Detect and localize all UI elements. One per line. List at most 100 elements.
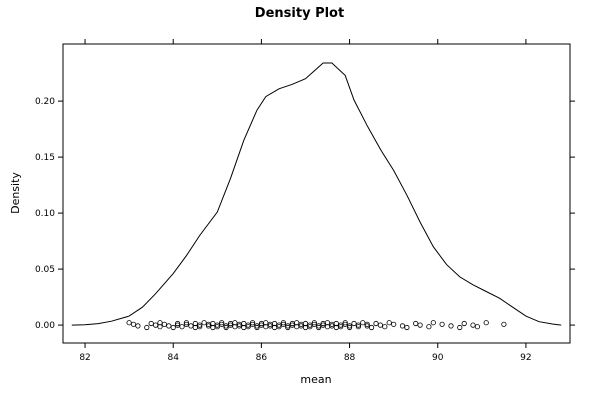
rug-point [298, 323, 304, 329]
rug-point [183, 320, 189, 326]
rug-point [166, 323, 172, 329]
rug-point [130, 321, 137, 327]
rug-point [148, 320, 154, 327]
rug-point [214, 324, 220, 330]
rug-point [179, 324, 185, 330]
rug-point [342, 321, 348, 327]
rug-point [391, 321, 397, 327]
rug-point [280, 321, 286, 327]
rug-point [338, 324, 344, 330]
rug-point [430, 320, 436, 326]
density-curve [71, 62, 562, 326]
rug-point [236, 323, 242, 329]
rug-point [289, 322, 295, 328]
rug-point [271, 320, 278, 327]
rug-point [417, 322, 423, 328]
y-tick-label: 0.15 [35, 153, 55, 163]
rug-point [364, 323, 370, 329]
rug-point [311, 320, 317, 326]
rug-point [170, 324, 176, 331]
x-tick-label: 84 [167, 353, 179, 363]
rug-point [285, 324, 291, 331]
rug-point [188, 323, 194, 329]
rug-point [280, 320, 286, 326]
rug-point [320, 322, 326, 328]
rug-point [205, 323, 212, 329]
y-tick-label: 0.20 [35, 97, 55, 107]
rug-point [175, 320, 181, 327]
rug-point [254, 324, 260, 331]
rug-point [197, 322, 203, 328]
rug-point [161, 321, 167, 327]
rug-point [355, 322, 361, 328]
rug-point [439, 321, 445, 327]
y-tick-label: 0.10 [35, 209, 55, 219]
rug-point [201, 320, 207, 326]
rug-point [342, 320, 348, 326]
rug-point [135, 323, 141, 329]
x-tick-label: 90 [432, 353, 444, 363]
rug-point [267, 323, 273, 329]
rug-point [175, 322, 181, 328]
y-tick-label: 0.00 [35, 321, 55, 331]
rug-point [241, 320, 247, 327]
rug-point [346, 323, 353, 329]
rug-point [232, 320, 238, 326]
rug-point [210, 320, 216, 327]
rug-point [223, 324, 229, 331]
rug-point [276, 324, 282, 330]
rug-point [219, 320, 225, 326]
rug-point [461, 320, 467, 327]
rug-point [302, 320, 309, 327]
rug-point [258, 322, 264, 328]
rug-point [457, 324, 463, 331]
rug-point [157, 320, 163, 326]
chart-title: Density Plot [255, 6, 344, 21]
rug-point [126, 320, 132, 326]
rug-point [197, 324, 203, 330]
rug-point [324, 320, 331, 326]
rug-point [470, 322, 476, 328]
rug-point [346, 324, 353, 331]
rug-point [250, 320, 256, 326]
rug-point [368, 324, 375, 331]
x-tick-label: 82 [79, 353, 90, 363]
x-tick-label: 88 [344, 353, 356, 363]
rug-point [448, 323, 454, 329]
rug-point [153, 322, 159, 328]
rug-point [404, 324, 410, 331]
rug-point [250, 321, 256, 327]
x-tick-label: 86 [256, 353, 268, 363]
rug-point [426, 324, 432, 330]
rug-point [382, 324, 388, 330]
rug-point [157, 324, 163, 330]
rug-point [364, 321, 370, 327]
rug-point [483, 320, 489, 326]
y-axis-label: Density [9, 172, 22, 214]
x-axis: 82 84 86 88 90 92 [79, 39, 532, 363]
rug-point [227, 322, 234, 328]
rug-point [144, 324, 150, 331]
rug-point [183, 321, 189, 327]
rug-point [245, 324, 251, 330]
rug-point [263, 320, 269, 326]
rug-point [413, 320, 419, 327]
rug-point [360, 320, 366, 326]
rug-point [355, 324, 361, 330]
rug-point [307, 324, 313, 330]
rug-point [386, 320, 392, 326]
rug-point [501, 321, 507, 327]
rug-point [351, 320, 357, 327]
rug-point [192, 320, 198, 327]
x-axis-label: mean [300, 373, 331, 386]
rug-points [126, 320, 507, 331]
y-axis: 0.00 0.05 0.10 0.15 0.20 [35, 97, 575, 331]
x-tick-label: 92 [520, 353, 531, 363]
rug-point [329, 323, 335, 329]
rug-point [474, 324, 480, 330]
rug-point [294, 320, 300, 326]
rug-point [311, 321, 317, 327]
rug-point [333, 320, 339, 327]
rug-point [316, 324, 322, 331]
